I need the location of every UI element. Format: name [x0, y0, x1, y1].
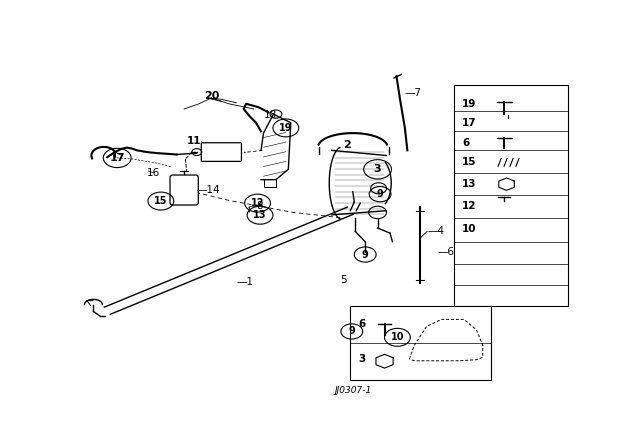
Text: 13: 13 [253, 210, 267, 220]
Text: 18: 18 [264, 110, 276, 120]
FancyBboxPatch shape [495, 117, 521, 129]
FancyBboxPatch shape [201, 143, 241, 161]
Text: —4: —4 [428, 226, 444, 237]
Text: 6: 6 [359, 319, 366, 329]
Text: 6: 6 [462, 138, 469, 148]
Text: 15: 15 [154, 196, 168, 206]
Text: 3: 3 [359, 354, 366, 364]
Text: 2: 2 [343, 140, 351, 150]
Text: 20: 20 [204, 91, 219, 101]
Text: 8: 8 [256, 201, 262, 211]
Text: 5: 5 [340, 275, 347, 285]
Text: 10: 10 [462, 224, 476, 234]
Text: —6: —6 [437, 247, 454, 257]
Text: 19: 19 [279, 123, 292, 133]
Text: —1: —1 [236, 277, 253, 287]
Text: 13: 13 [462, 179, 476, 189]
Text: 11: 11 [187, 136, 202, 146]
Text: 12: 12 [462, 201, 476, 211]
FancyBboxPatch shape [170, 175, 198, 205]
Text: —14: —14 [196, 185, 220, 195]
Text: 17: 17 [109, 153, 125, 163]
Bar [350, 306, 491, 380]
Text: 15: 15 [462, 157, 476, 168]
Text: 9: 9 [362, 250, 369, 259]
Text: JJ0307-1: JJ0307-1 [334, 386, 371, 395]
Text: 9: 9 [377, 189, 383, 199]
Text: 10: 10 [390, 332, 404, 342]
Text: 17: 17 [462, 118, 477, 128]
Bar [454, 85, 568, 306]
Text: —7: —7 [405, 88, 422, 99]
Text: 19: 19 [462, 99, 476, 109]
Text: 16: 16 [147, 168, 160, 178]
Text: 9: 9 [348, 327, 355, 336]
Text: 12: 12 [251, 198, 264, 208]
Text: 3: 3 [374, 164, 381, 174]
